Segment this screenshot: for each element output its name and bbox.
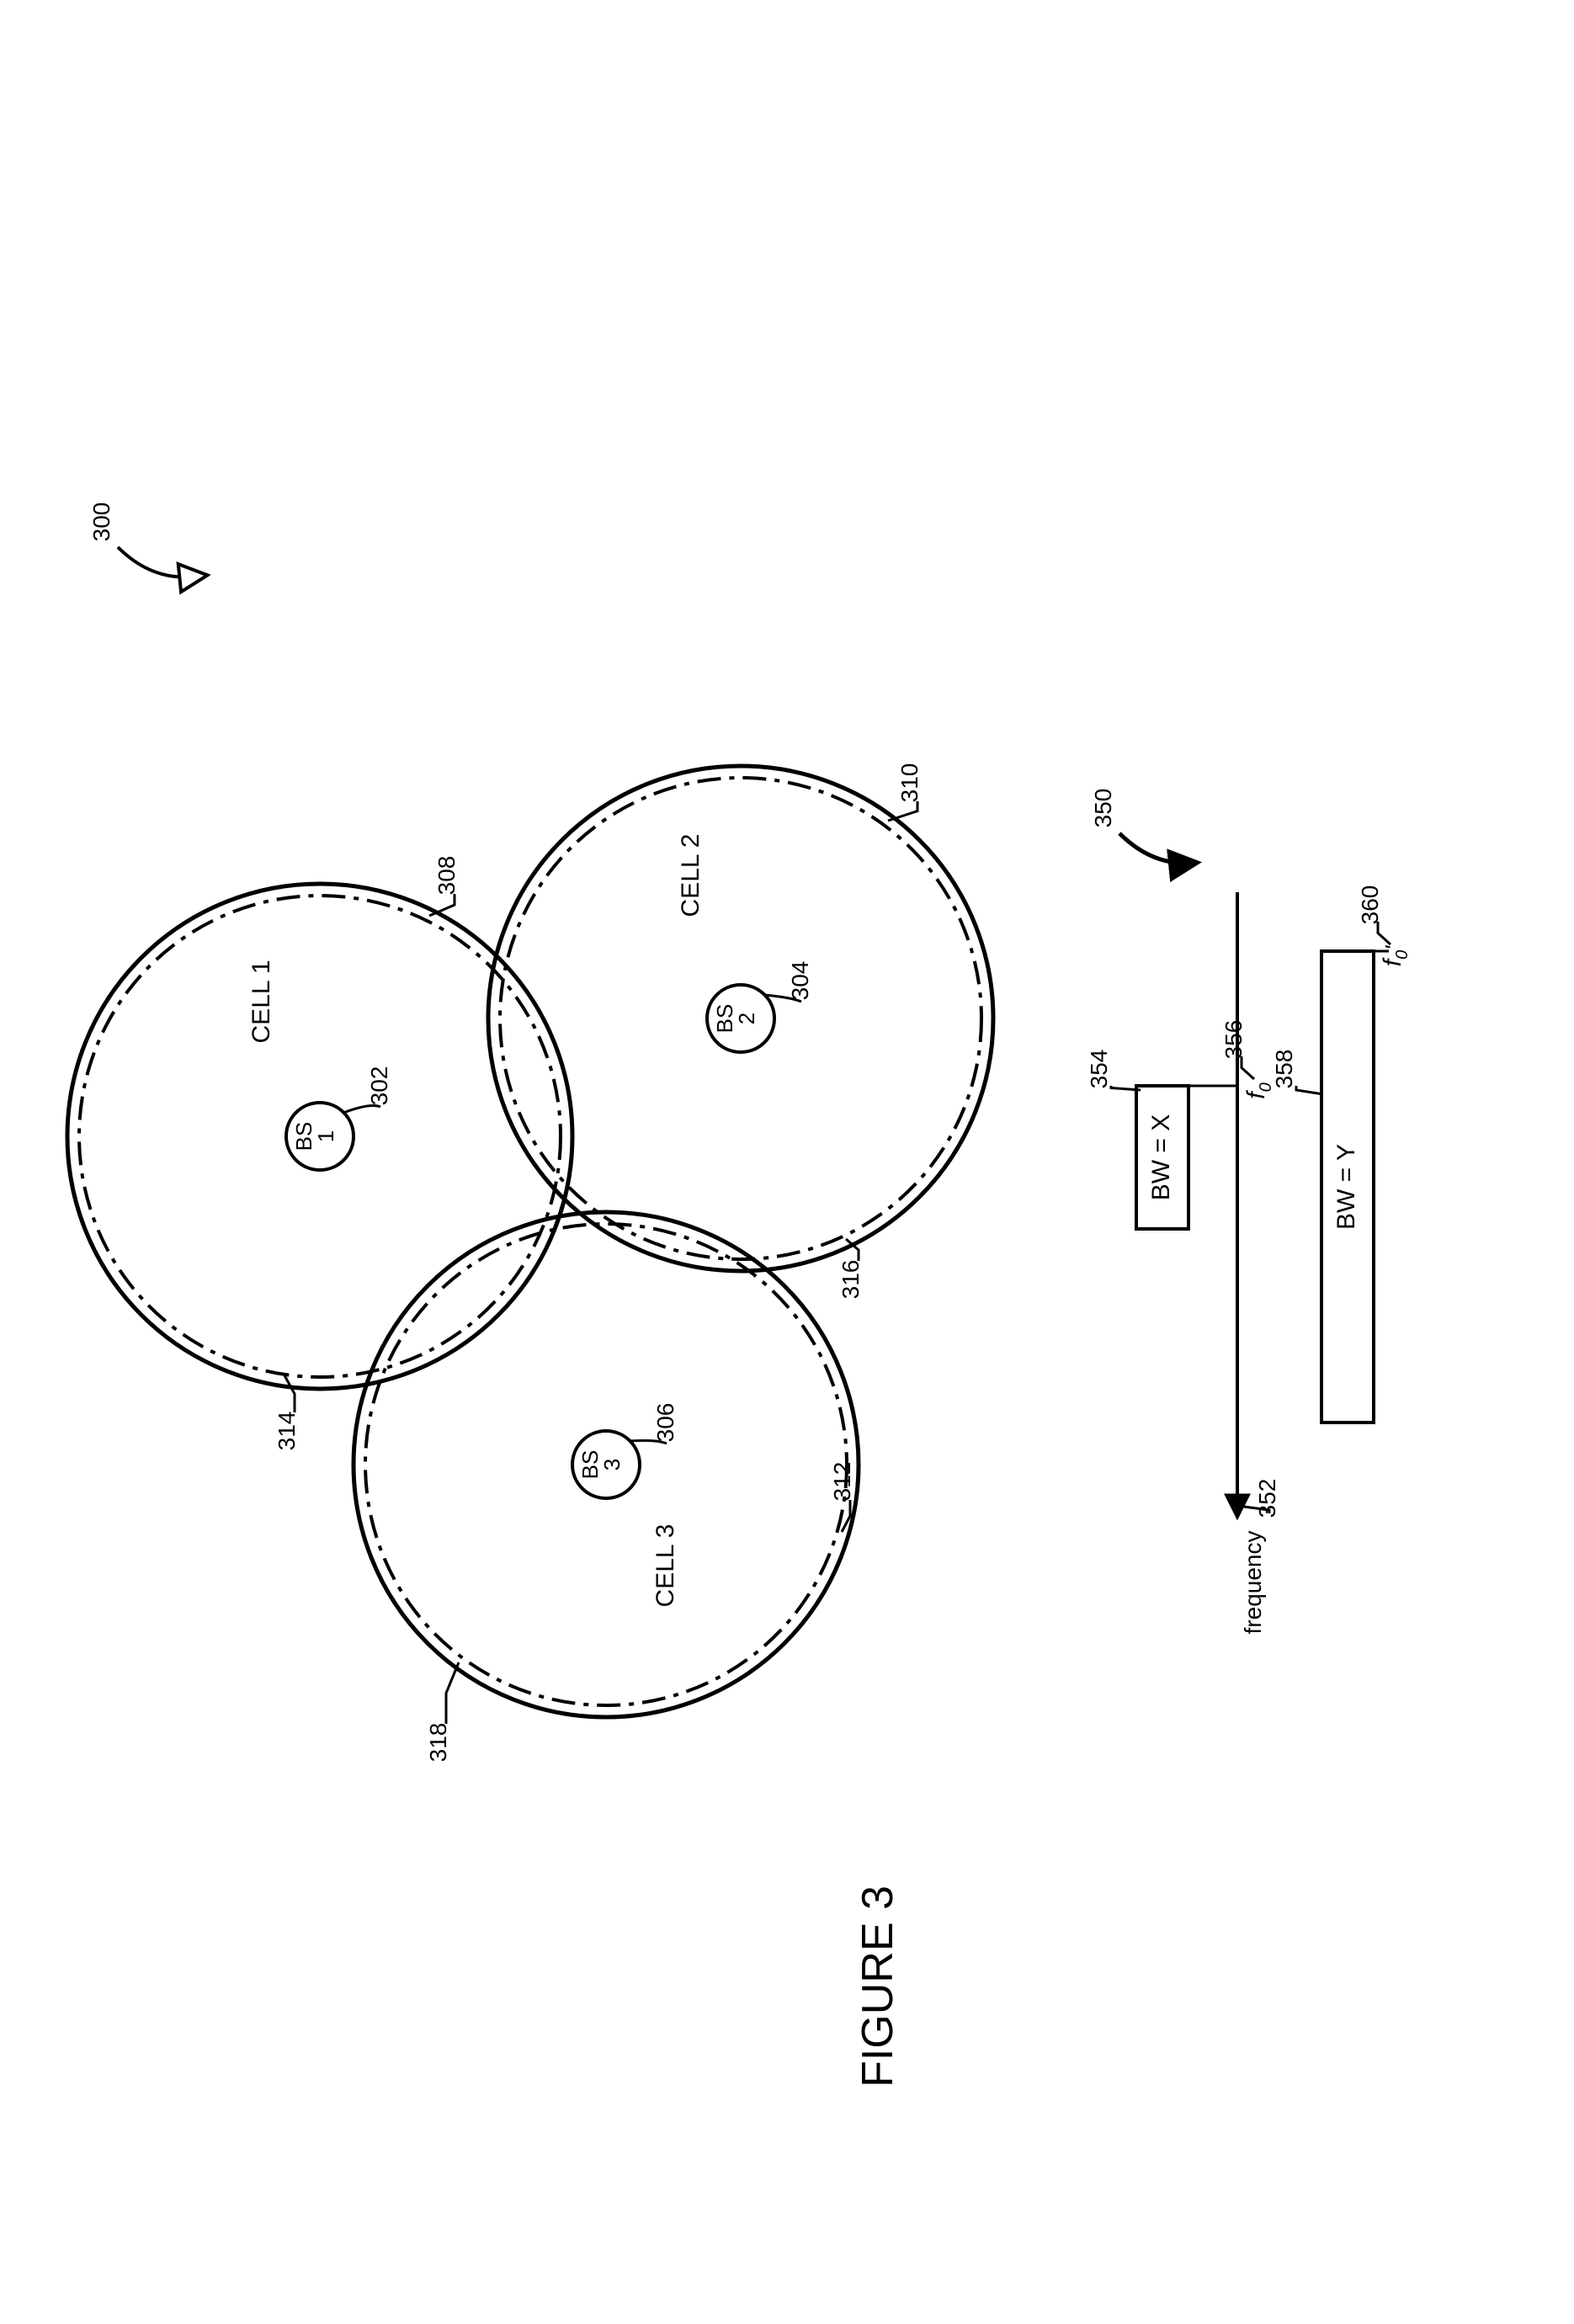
cell2-bs-label-bot: 2 bbox=[734, 1013, 759, 1024]
axis-ref-352: 352 bbox=[1254, 1479, 1280, 1518]
f0-x-ref: 356 bbox=[1220, 1020, 1247, 1060]
bw-x-ref: 354 bbox=[1086, 1050, 1112, 1089]
cell1-inner-ref: 314 bbox=[274, 1412, 300, 1451]
bw-y-label: BW = Y bbox=[1332, 1144, 1360, 1230]
cell2-label: CELL 2 bbox=[677, 834, 705, 917]
bw-y-ref: 358 bbox=[1271, 1050, 1297, 1089]
cell1-bs-label-bot: 1 bbox=[313, 1130, 338, 1142]
cell1-bs-ref-leader bbox=[343, 1106, 380, 1113]
axis-label: frequency bbox=[1240, 1531, 1266, 1635]
diagram-ref-350: 350 bbox=[1090, 789, 1116, 828]
cell2-inner-ref: 316 bbox=[838, 1260, 864, 1300]
ref-300-arrow bbox=[118, 547, 194, 577]
cell3-bs-ref-leader bbox=[630, 1440, 667, 1444]
f0-y-label: f0' bbox=[1379, 945, 1412, 966]
cell1-label: CELL 1 bbox=[247, 960, 275, 1044]
bw-x-label: BW = X bbox=[1147, 1114, 1175, 1201]
cell1-bs-ref: 302 bbox=[366, 1066, 392, 1106]
cell2-bs-ref: 304 bbox=[787, 961, 813, 1001]
cell3-label: CELL 3 bbox=[651, 1524, 679, 1608]
ref-350-arrow bbox=[1119, 833, 1195, 864]
cell3-outer-ref: 312 bbox=[829, 1462, 855, 1502]
cell3-bs-label-bot: 3 bbox=[599, 1459, 625, 1470]
cell3-bs-ref: 306 bbox=[652, 1403, 678, 1443]
diagram-ref-300: 300 bbox=[88, 503, 114, 542]
cell1-outer-ref: 308 bbox=[433, 856, 460, 896]
cell2-outer-ref: 310 bbox=[896, 763, 923, 803]
f0-y-ref: 360 bbox=[1357, 885, 1383, 925]
figure-caption: FIGURE 3 bbox=[853, 1885, 902, 2087]
cell3-inner-ref: 318 bbox=[425, 1723, 451, 1763]
